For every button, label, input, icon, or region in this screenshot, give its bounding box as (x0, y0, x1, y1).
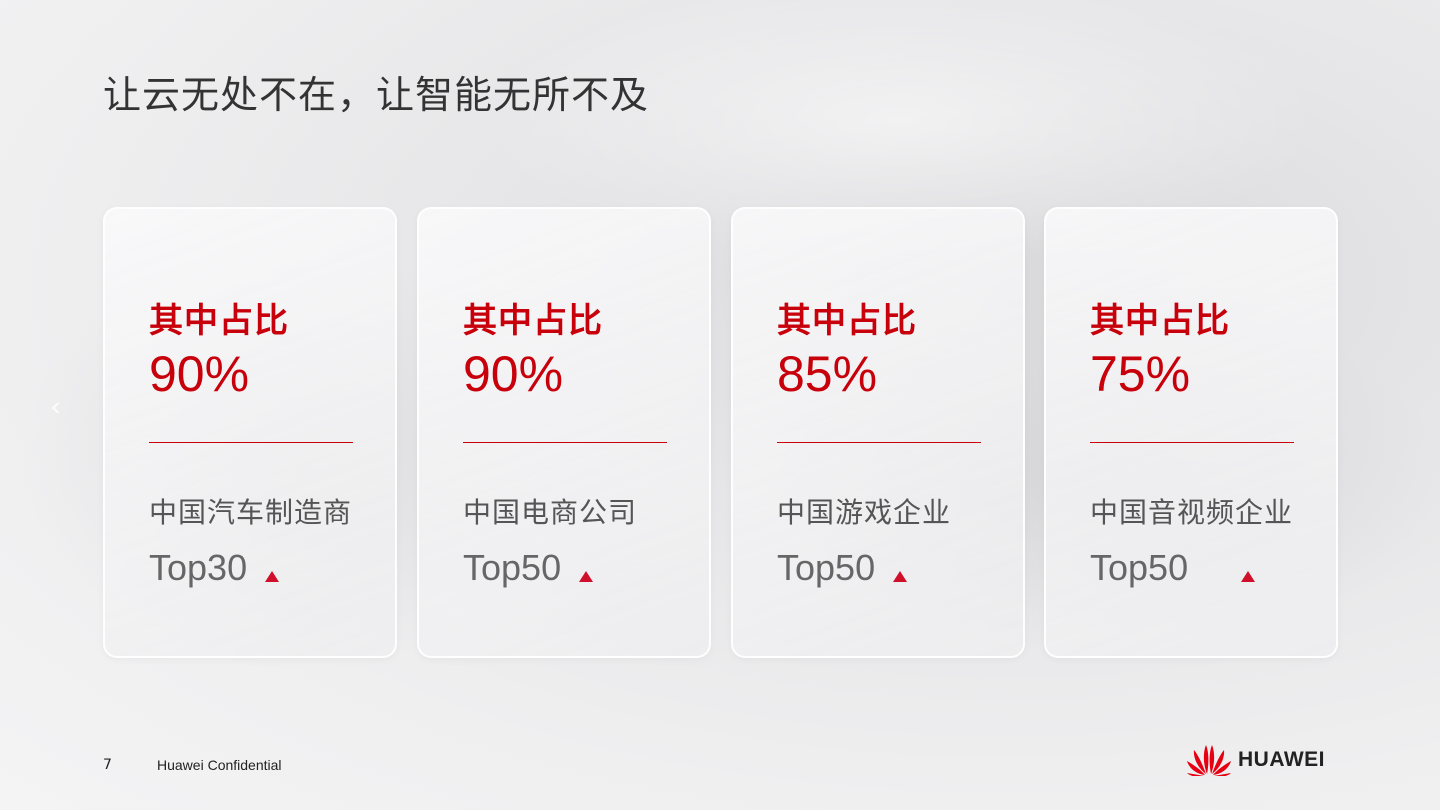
divider (777, 442, 981, 443)
stat-percent: 90% (149, 346, 250, 402)
stat-rank: Top50 (1090, 547, 1189, 588)
huawei-petals-icon (1187, 745, 1231, 776)
divider (149, 442, 353, 443)
stat-label: 其中占比 (149, 301, 289, 341)
stat-category: 中国汽车制造商 (149, 496, 353, 529)
stat-rank: Top30 (149, 547, 248, 588)
stat-percent: 85% (777, 346, 878, 402)
stat-category: 中国游戏企业 (777, 496, 952, 529)
stat-card: 其中占比 90% 中国汽车制造商 Top30 (103, 207, 397, 658)
triangle-up-icon (893, 571, 907, 582)
stat-category: 中国电商公司 (463, 496, 638, 529)
divider (463, 442, 667, 443)
stat-category: 中国音视频企业 (1090, 496, 1294, 529)
stat-rank: Top50 (777, 547, 876, 588)
stat-label: 其中占比 (463, 301, 603, 341)
divider (1090, 442, 1294, 443)
brand-name: HUAWEI (1238, 748, 1325, 771)
page-title: 让云无处不在，让智能无所不及 (103, 73, 650, 117)
page-number: 7 (103, 757, 112, 773)
stat-card: 其中占比 90% 中国电商公司 Top50 (417, 207, 711, 658)
triangle-up-icon (1241, 571, 1255, 582)
triangle-up-icon (579, 571, 593, 582)
stat-percent: 90% (463, 346, 564, 402)
huawei-logo: HUAWEI (1186, 744, 1325, 776)
stat-label: 其中占比 (777, 301, 917, 341)
stat-percent: 75% (1090, 346, 1191, 402)
stat-card: 其中占比 75% 中国音视频企业 Top50 (1044, 207, 1338, 658)
chevron-left-icon[interactable]: ‹ (50, 390, 62, 423)
triangle-up-icon (265, 571, 279, 582)
confidential-label: Huawei Confidential (157, 757, 282, 773)
stat-card: 其中占比 85% 中国游戏企业 Top50 (731, 207, 1025, 658)
stat-label: 其中占比 (1090, 301, 1230, 341)
stat-rank: Top50 (463, 547, 562, 588)
